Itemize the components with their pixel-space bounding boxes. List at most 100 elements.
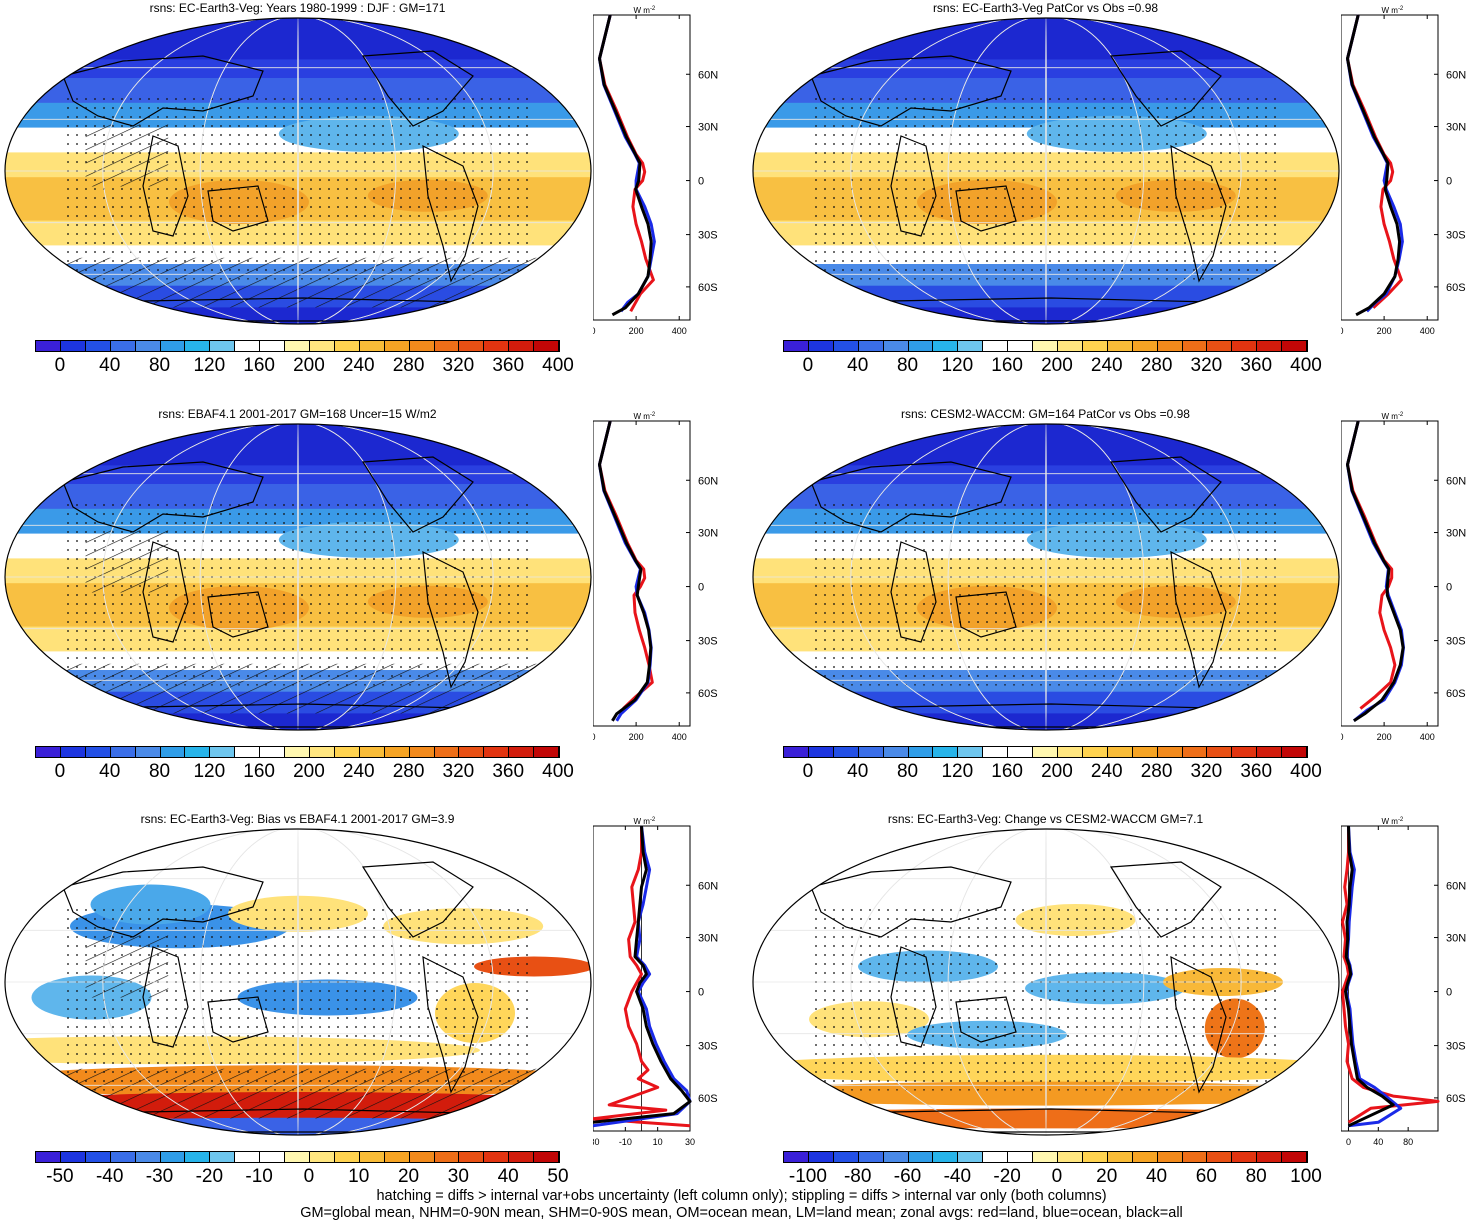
panel-title: rsns: EC-Earth3-Veg: Bias vs EBAF4.1 200… [140, 812, 455, 826]
colorbar-tick-label: 200 [1041, 355, 1073, 376]
colorbar-swatch [1082, 747, 1108, 757]
colorbar-swatch [1132, 341, 1158, 351]
colorbar-swatch [1008, 1152, 1034, 1162]
colorbar-tick-label: 0 [802, 355, 814, 376]
colorbar-tick-label: 120 [193, 355, 226, 376]
colorbar-tick-label: 200 [1041, 761, 1073, 782]
colorbar-swatch [1082, 1152, 1108, 1162]
colorbar [35, 746, 560, 758]
colorbar-swatch [958, 1152, 984, 1162]
zonal-y-tick-label: 30S [1446, 636, 1466, 648]
colorbar-tick-label: -20 [195, 1166, 224, 1187]
zonal-mean-plot: W m-2 0 200 400 60N 30N 0 30S 60S [1341, 412, 1466, 742]
colorbar-swatch [784, 1152, 809, 1162]
colorbar-tick-label: 160 [243, 761, 275, 782]
colorbar-tick-label: 40 [1145, 1166, 1168, 1187]
zonal-y-tick-label: 0 [698, 987, 704, 999]
zonal-line-all [593, 825, 692, 1124]
colorbar-swatch [1207, 341, 1233, 351]
colorbar-swatch [235, 747, 261, 757]
colorbar-tick-label: -10 [245, 1166, 273, 1187]
colorbar-swatch [85, 1152, 111, 1162]
colorbar-swatch [983, 747, 1009, 757]
colorbar-tick-label: 400 [542, 761, 574, 782]
colorbar-tick-label: 160 [243, 355, 275, 376]
zonal-y-tick-label: 30N [698, 933, 718, 945]
colorbar-swatch [808, 341, 834, 351]
colorbar-swatch [883, 747, 909, 757]
colorbar-swatch [135, 747, 161, 757]
colorbar-swatch [1082, 341, 1108, 351]
colorbar-swatch [908, 341, 934, 351]
colorbar-swatch [1157, 341, 1183, 351]
colorbar-swatch [1182, 747, 1208, 757]
zonal-x-tick-label: 0 [1341, 732, 1344, 742]
colorbar-tick-label: 320 [442, 355, 475, 376]
colorbar-swatch [1182, 1152, 1208, 1162]
colorbar-swatch [1107, 1152, 1133, 1162]
zonal-y-tick-label: 60S [1446, 282, 1466, 294]
zonal-mean-plot: W m-2 -30 -10 10 30 60N 30N 0 30S 60S [593, 817, 718, 1147]
colorbar-swatch [309, 747, 335, 757]
colorbar-swatch [434, 341, 460, 351]
colorbar-swatch [110, 341, 136, 351]
colorbar-tick-label: 320 [1190, 761, 1223, 782]
colorbar-tick-label: 10 [348, 1166, 370, 1187]
colorbar-swatch [260, 1152, 286, 1162]
colorbar-swatch [858, 747, 884, 757]
colorbar-swatch [1182, 341, 1208, 351]
zonal-line-land [593, 826, 691, 1128]
colorbar-tick-label: 360 [492, 355, 525, 376]
colorbar-swatch [983, 341, 1009, 351]
colorbar-swatch [60, 341, 86, 351]
zonal-y-tick-label: 60N [1446, 475, 1466, 487]
colorbar-swatch [459, 341, 485, 351]
zonal-x-tick-label: 400 [1420, 732, 1435, 742]
colorbar-swatch [1057, 747, 1083, 757]
colorbar-tick-label: 40 [99, 761, 121, 782]
zonal-y-tick-label: 60N [698, 475, 718, 487]
colorbar-swatch [110, 747, 136, 757]
zonal-x-tick-label: 200 [629, 732, 644, 742]
zonal-line-ocean [593, 825, 692, 1128]
colorbar-tick-label: 60 [1195, 1166, 1217, 1187]
colorbar-swatch [384, 747, 410, 757]
zonal-unit-label: W m-2 [634, 412, 656, 421]
zonal-y-tick-label: 0 [1446, 176, 1452, 188]
zonal-y-tick-label: 30S [1446, 230, 1466, 242]
colorbar-tick-label: 240 [342, 761, 375, 782]
zonal-unit-label: W m-2 [1382, 6, 1404, 15]
colorbar-swatch [784, 747, 809, 757]
colorbar-swatch [509, 1152, 535, 1162]
zonal-y-tick-label: 60N [1446, 880, 1466, 892]
colorbar-tick-label: -20 [993, 1166, 1021, 1187]
zonal-y-tick-label: 0 [698, 176, 704, 188]
colorbar-tick-label: 320 [442, 761, 475, 782]
colorbar-swatch [1282, 341, 1308, 351]
map-robinson [4, 17, 592, 325]
colorbar-tick-label: 240 [342, 355, 375, 376]
colorbar [783, 1151, 1308, 1163]
colorbar-tick-label: 40 [497, 1166, 519, 1187]
colorbar-swatch [285, 747, 310, 757]
colorbar-tick-label: 200 [293, 761, 325, 782]
colorbar-swatch [384, 341, 410, 351]
colorbar-swatch [135, 341, 161, 351]
panel-title: rsns: EBAF4.1 2001-2017 GM=168 Uncer=15 … [158, 407, 437, 421]
zonal-unit-label: W m-2 [634, 6, 656, 15]
colorbar-swatch [210, 1152, 236, 1162]
colorbar-swatch [1232, 1152, 1258, 1162]
colorbar-tick-label: -40 [95, 1166, 124, 1187]
colorbar-tick-label: 80 [148, 355, 171, 376]
colorbar-swatch [484, 747, 510, 757]
colorbar-swatch [1057, 1152, 1083, 1162]
zonal-x-tick-label: 0 [1341, 326, 1344, 336]
zonal-y-tick-label: 30N [1446, 933, 1466, 945]
zonal-line-all [598, 420, 653, 722]
colorbar-swatch [1033, 1152, 1058, 1162]
colorbar-swatch [1008, 747, 1034, 757]
colorbar-swatch [459, 1152, 485, 1162]
colorbar-swatch [534, 1152, 560, 1162]
colorbar-tick-label: 120 [941, 355, 974, 376]
colorbar-tick-label: 80 [896, 355, 919, 376]
